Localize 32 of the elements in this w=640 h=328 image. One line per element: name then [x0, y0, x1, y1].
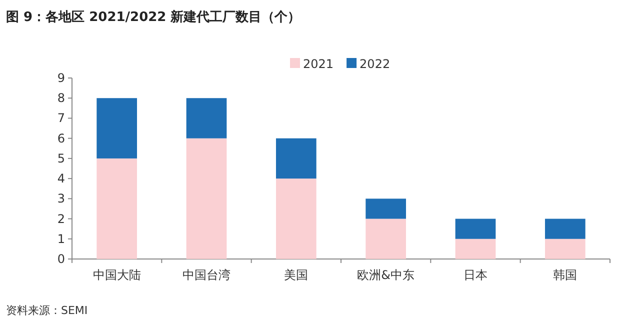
- bar: [455, 238, 496, 259]
- bar: [276, 178, 316, 259]
- bar: [455, 218, 496, 239]
- y-tick-label: 4: [57, 172, 65, 186]
- y-tick-label: 3: [57, 192, 65, 206]
- bar: [186, 138, 227, 259]
- y-tick-label: 7: [57, 111, 65, 126]
- chart-title: 图 9：各地区 2021/2022 新建代工厂数目（个）: [6, 9, 301, 25]
- bar: [186, 98, 227, 138]
- x-tick-label: 中国大陆: [92, 268, 141, 282]
- y-tick-label: 1: [57, 232, 65, 246]
- x-tick-label: 美国: [284, 268, 308, 282]
- bar: [544, 238, 586, 259]
- bar: [366, 218, 406, 259]
- x-tick-label: 韩国: [553, 268, 578, 282]
- x-tick-label: 欧洲&中东: [357, 268, 415, 282]
- bar: [366, 198, 406, 219]
- bar: [544, 218, 586, 239]
- bar: [96, 98, 138, 158]
- x-tick-label: 日本: [464, 268, 488, 282]
- bar: [96, 158, 138, 259]
- text: 资料来源：SEMI: [6, 304, 88, 317]
- legend-label: 2022: [360, 57, 390, 71]
- legend-label: 2021: [303, 57, 334, 71]
- y-tick-label: 5: [57, 151, 65, 166]
- y-tick-label: 2: [57, 212, 65, 226]
- y-tick-label: 8: [57, 91, 65, 106]
- y-tick-label: 9: [57, 71, 65, 85]
- bar: [276, 138, 316, 179]
- x-tick-label: 中国台湾: [182, 268, 230, 282]
- y-tick-label: 6: [57, 131, 65, 146]
- y-tick-label: 0: [57, 252, 65, 266]
